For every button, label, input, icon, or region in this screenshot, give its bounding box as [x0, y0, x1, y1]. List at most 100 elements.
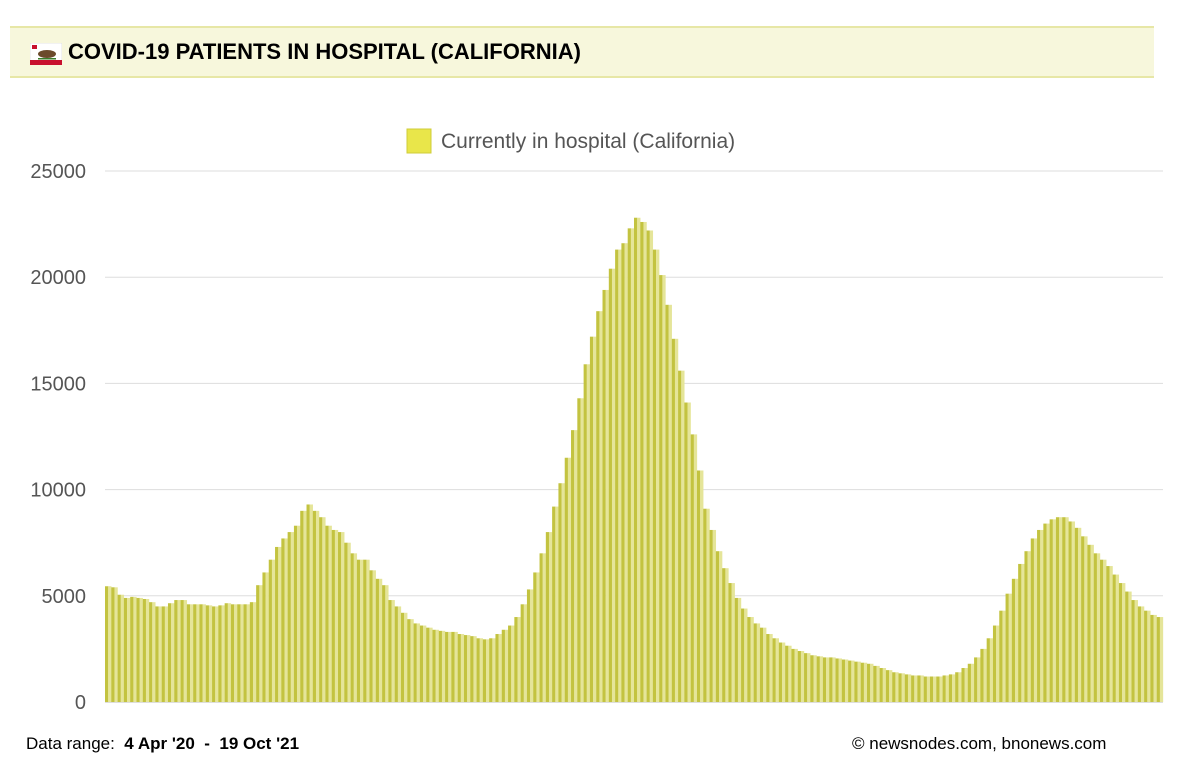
bar [338, 532, 342, 702]
bar [511, 625, 515, 702]
bar [382, 585, 386, 702]
bar [177, 600, 181, 702]
bar [634, 217, 638, 703]
bar [545, 532, 550, 702]
bar [347, 542, 351, 702]
bar [719, 551, 723, 702]
bar [687, 402, 691, 702]
bar [155, 606, 159, 702]
bar [822, 657, 827, 702]
bar [656, 249, 660, 702]
bar [844, 659, 849, 702]
bar [605, 289, 609, 702]
bar [1084, 536, 1088, 702]
bar [230, 604, 235, 702]
bar [574, 430, 578, 702]
bar [293, 525, 298, 702]
bar [306, 504, 310, 702]
bar [649, 230, 654, 702]
bar [372, 570, 376, 702]
bar [193, 604, 197, 702]
bar [1052, 519, 1057, 702]
bar [460, 634, 465, 702]
bar [1043, 523, 1047, 702]
bar [722, 568, 726, 702]
bar [331, 529, 336, 702]
bar [1068, 521, 1072, 702]
bar [586, 364, 591, 702]
y-tick-label: 20000 [30, 267, 86, 289]
bar [772, 638, 776, 702]
page-title: COVID-19 PATIENTS IN HOSPITAL (CALIFORNI… [68, 39, 581, 64]
bar [1008, 593, 1013, 702]
bar [479, 638, 484, 702]
bar [167, 603, 172, 702]
bar [498, 634, 502, 702]
bar [637, 217, 641, 703]
bar [1137, 606, 1142, 702]
bar [256, 585, 260, 702]
bar [989, 638, 994, 702]
bar [728, 583, 732, 702]
bar [221, 605, 225, 702]
bar [876, 665, 880, 702]
bar [416, 623, 421, 702]
bar [325, 525, 329, 702]
bar [1087, 544, 1091, 702]
y-axis: 0 5000 10000 15000 20000 25000 [30, 161, 86, 714]
bar [281, 538, 285, 702]
bar [1153, 614, 1157, 702]
bar [552, 506, 556, 702]
bar [262, 572, 266, 702]
bar [715, 551, 720, 702]
bar [763, 627, 767, 702]
bar [265, 572, 269, 702]
bar [548, 532, 553, 702]
bar [158, 606, 162, 702]
california-flag-icon [30, 43, 62, 65]
bar [684, 402, 688, 702]
bar [904, 674, 909, 702]
bar [397, 606, 402, 702]
bar [1147, 610, 1151, 702]
bar [838, 658, 842, 702]
bar [1128, 591, 1132, 702]
bar [435, 629, 439, 702]
bar [413, 623, 417, 702]
bar [423, 625, 427, 702]
bar [419, 625, 424, 702]
bar [366, 559, 370, 702]
bar [992, 625, 997, 702]
bar [369, 570, 373, 702]
bar [441, 630, 446, 702]
bar [1140, 606, 1145, 702]
bar [734, 597, 739, 702]
bar [1118, 583, 1123, 702]
bar [769, 634, 773, 702]
bar [504, 629, 509, 702]
bar [385, 585, 389, 702]
bar [1112, 574, 1116, 702]
bar [1049, 519, 1053, 702]
bar [457, 634, 461, 702]
bar [807, 653, 811, 702]
bar [791, 648, 795, 702]
bar [309, 504, 313, 702]
bar [492, 638, 496, 702]
bar [334, 529, 339, 702]
bar [139, 597, 143, 702]
bar [249, 602, 254, 702]
bar [775, 638, 779, 702]
bar [508, 625, 512, 702]
bar [284, 538, 288, 702]
bar [747, 617, 751, 702]
bar [174, 600, 178, 702]
bar [1156, 617, 1160, 702]
bar [674, 338, 679, 702]
bar [353, 553, 358, 702]
bar [375, 578, 380, 702]
bar [917, 675, 921, 702]
bar [819, 656, 824, 702]
bar [152, 602, 156, 702]
bar [785, 645, 789, 702]
